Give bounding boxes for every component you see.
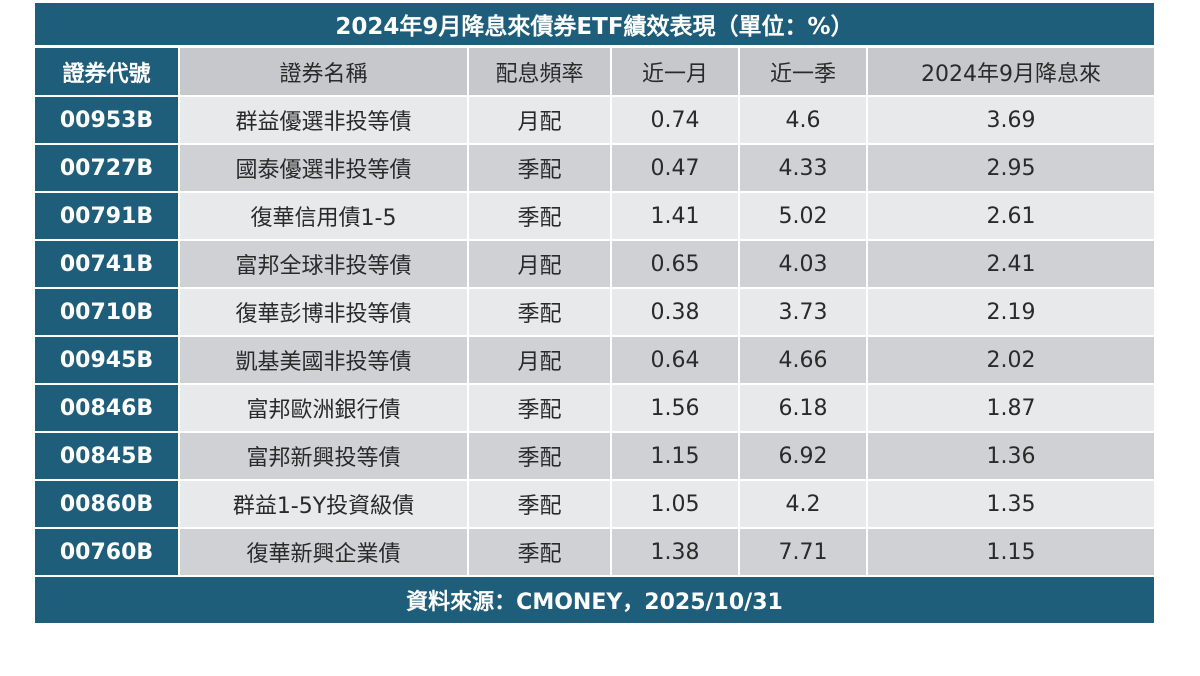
- security-name: 復華信用債1-5: [179, 192, 469, 241]
- return-since-rate-cut: 3.69: [867, 96, 1154, 145]
- header-code: 證券代號: [35, 48, 180, 97]
- table-row: 00727B 國泰優選非投等債 季配 0.47 4.33 2.95: [35, 144, 1154, 193]
- security-name: 富邦歐洲銀行債: [179, 384, 469, 433]
- security-name: 富邦全球非投等債: [179, 240, 469, 289]
- security-code: 00741B: [35, 240, 180, 289]
- return-one-month: 0.47: [611, 144, 740, 193]
- dividend-frequency: 月配: [468, 240, 612, 289]
- header-one-quarter: 近一季: [739, 48, 868, 97]
- return-since-rate-cut: 1.36: [867, 432, 1154, 481]
- dividend-frequency: 季配: [468, 480, 612, 529]
- table-row: 00760B 復華新興企業債 季配 1.38 7.71 1.15: [35, 528, 1154, 577]
- return-since-rate-cut: 2.19: [867, 288, 1154, 337]
- return-one-quarter: 4.33: [739, 144, 868, 193]
- security-name: 群益1-5Y投資級債: [179, 480, 469, 529]
- return-since-rate-cut: 2.02: [867, 336, 1154, 385]
- return-one-month: 0.38: [611, 288, 740, 337]
- table-row: 00846B 富邦歐洲銀行債 季配 1.56 6.18 1.87: [35, 384, 1154, 433]
- security-code: 00760B: [35, 528, 180, 577]
- source-footer: 資料來源：CMONEY，2025/10/31: [35, 577, 1154, 623]
- etf-performance-table-card: 2024年9月降息來債券ETF績效表現（單位：%） 證券代號 證券名稱 配息頻率…: [35, 3, 1154, 623]
- table-title: 2024年9月降息來債券ETF績效表現（單位：%）: [35, 3, 1154, 48]
- return-one-month: 1.05: [611, 480, 740, 529]
- dividend-frequency: 季配: [468, 528, 612, 577]
- security-code: 00710B: [35, 288, 180, 337]
- security-name: 富邦新興投等債: [179, 432, 469, 481]
- return-one-quarter: 7.71: [739, 528, 868, 577]
- return-one-month: 1.15: [611, 432, 740, 481]
- return-one-quarter: 4.2: [739, 480, 868, 529]
- table-row: 00953B 群益優選非投等債 月配 0.74 4.6 3.69: [35, 96, 1154, 145]
- return-since-rate-cut: 2.95: [867, 144, 1154, 193]
- table-row: 00845B 富邦新興投等債 季配 1.15 6.92 1.36: [35, 432, 1154, 481]
- header-row: 證券代號 證券名稱 配息頻率 近一月 近一季 2024年9月降息來: [35, 48, 1154, 97]
- header-name: 證券名稱: [179, 48, 469, 97]
- return-one-month: 0.74: [611, 96, 740, 145]
- security-code: 00791B: [35, 192, 180, 241]
- dividend-frequency: 季配: [468, 432, 612, 481]
- header-one-month: 近一月: [611, 48, 740, 97]
- performance-table: 證券代號 證券名稱 配息頻率 近一月 近一季 2024年9月降息來 00953B…: [35, 48, 1154, 577]
- security-code: 00945B: [35, 336, 180, 385]
- return-one-quarter: 3.73: [739, 288, 868, 337]
- security-code: 00727B: [35, 144, 180, 193]
- security-code: 00845B: [35, 432, 180, 481]
- return-one-month: 1.38: [611, 528, 740, 577]
- table-row: 00860B 群益1-5Y投資級債 季配 1.05 4.2 1.35: [35, 480, 1154, 529]
- header-frequency: 配息頻率: [468, 48, 612, 97]
- table-row: 00710B 復華彭博非投等債 季配 0.38 3.73 2.19: [35, 288, 1154, 337]
- return-since-rate-cut: 2.41: [867, 240, 1154, 289]
- dividend-frequency: 月配: [468, 96, 612, 145]
- return-one-month: 1.41: [611, 192, 740, 241]
- security-code: 00953B: [35, 96, 180, 145]
- dividend-frequency: 季配: [468, 192, 612, 241]
- security-name: 國泰優選非投等債: [179, 144, 469, 193]
- table-row: 00791B 復華信用債1-5 季配 1.41 5.02 2.61: [35, 192, 1154, 241]
- return-one-month: 0.64: [611, 336, 740, 385]
- return-one-quarter: 4.03: [739, 240, 868, 289]
- return-one-month: 1.56: [611, 384, 740, 433]
- dividend-frequency: 月配: [468, 336, 612, 385]
- header-since-rate-cut: 2024年9月降息來: [867, 48, 1154, 97]
- security-name: 復華新興企業債: [179, 528, 469, 577]
- security-name: 復華彭博非投等債: [179, 288, 469, 337]
- return-one-quarter: 6.18: [739, 384, 868, 433]
- return-one-quarter: 5.02: [739, 192, 868, 241]
- security-name: 凱基美國非投等債: [179, 336, 469, 385]
- return-since-rate-cut: 1.35: [867, 480, 1154, 529]
- return-one-quarter: 4.6: [739, 96, 868, 145]
- table-row: 00741B 富邦全球非投等債 月配 0.65 4.03 2.41: [35, 240, 1154, 289]
- table-row: 00945B 凱基美國非投等債 月配 0.64 4.66 2.02: [35, 336, 1154, 385]
- return-since-rate-cut: 1.15: [867, 528, 1154, 577]
- return-one-month: 0.65: [611, 240, 740, 289]
- return-since-rate-cut: 2.61: [867, 192, 1154, 241]
- return-one-quarter: 4.66: [739, 336, 868, 385]
- security-name: 群益優選非投等債: [179, 96, 469, 145]
- return-since-rate-cut: 1.87: [867, 384, 1154, 433]
- security-code: 00860B: [35, 480, 180, 529]
- dividend-frequency: 季配: [468, 384, 612, 433]
- dividend-frequency: 季配: [468, 288, 612, 337]
- security-code: 00846B: [35, 384, 180, 433]
- return-one-quarter: 6.92: [739, 432, 868, 481]
- dividend-frequency: 季配: [468, 144, 612, 193]
